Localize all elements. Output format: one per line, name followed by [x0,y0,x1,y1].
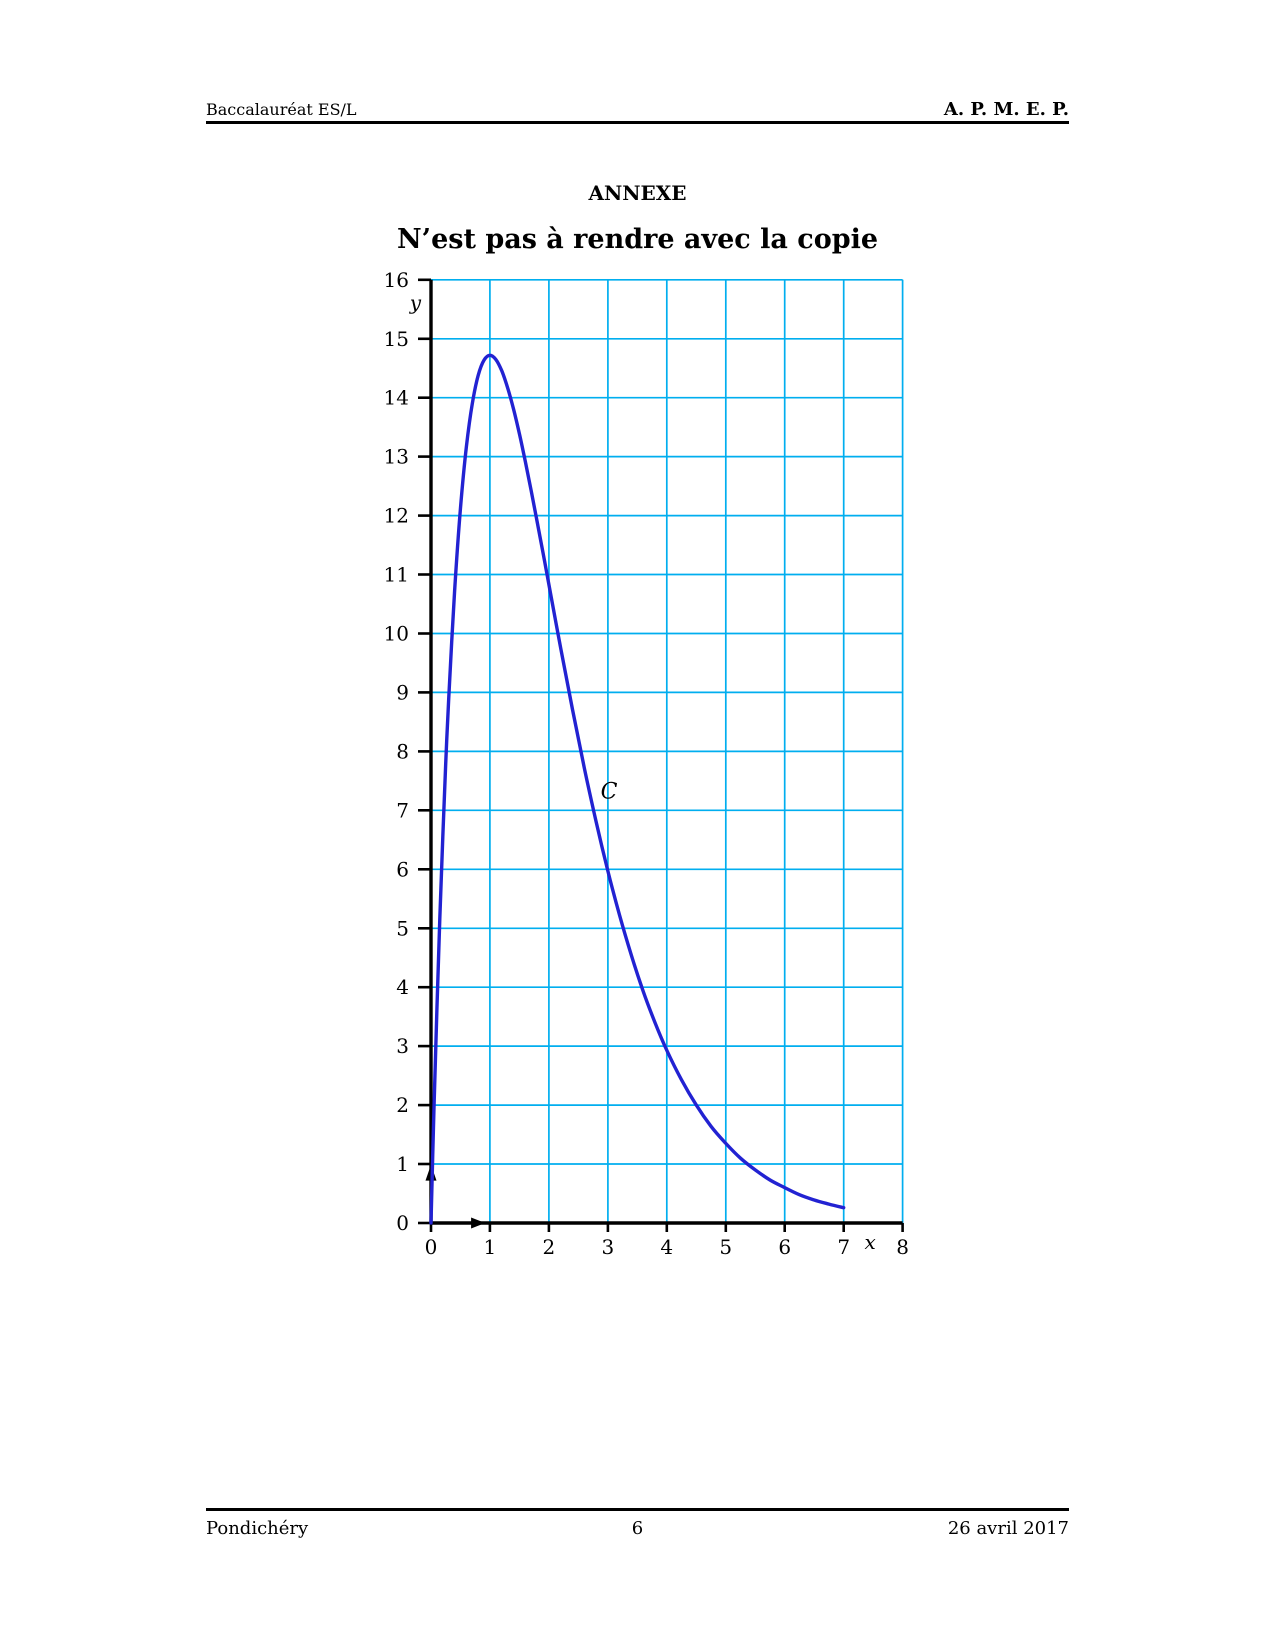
x-tick-label: 0 [425,1235,438,1259]
y-tick-label: 15 [384,327,409,351]
footer-location-text: Pondichéry [206,1518,309,1539]
y-tick-label: 12 [384,504,409,528]
x-tick-label: 3 [602,1235,615,1259]
y-tick-label: 0 [396,1211,409,1235]
x-tick-label: 5 [719,1235,732,1259]
header-left-text: Baccalauréat ES/L [206,100,357,119]
y-tick-label: 16 [384,268,409,292]
y-tick-label: 14 [384,386,409,410]
x-tick-label: 2 [543,1235,556,1259]
y-axis-letter: y [409,290,422,314]
y-tick-label: 7 [396,798,409,822]
y-tick-label: 6 [396,857,409,881]
page-subtitle: N’est pas à rendre avec la copie [396,224,879,255]
x-axis-letter: x [865,1230,876,1254]
y-tick-label: 8 [396,739,409,763]
x-tick-label: 1 [484,1235,497,1259]
y-tick-label: 9 [396,680,409,704]
y-tick-label: 1 [396,1152,409,1176]
footer-page-number: 6 [631,1518,644,1539]
x-tick-label: 6 [778,1235,791,1259]
header-rule [206,121,1069,124]
header-right-text: A. P. M. E. P. [943,99,1069,120]
x-unit-arrowhead-icon [471,1217,486,1229]
y-tick-label: 13 [384,445,409,469]
y-tick-label: 5 [396,916,409,940]
y-tick-label: 2 [396,1093,409,1117]
x-tick-label: 4 [660,1235,673,1259]
y-tick-label: 3 [396,1034,409,1058]
page-footer: Pondichéry 6 26 avril 2017 [206,1518,1069,1539]
footer-rule [206,1508,1069,1511]
y-tick-label: 11 [384,563,409,587]
curve-path [429,353,846,1225]
x-tick-label: 8 [896,1235,909,1259]
y-tick-label: 10 [384,622,409,646]
page-header: Baccalauréat ES/L A. P. M. E. P. [206,99,1069,120]
function-chart-figure: 0 1 2 3 4 5 6 7 8 0 1 2 3 4 5 6 7 8 9 10 11 12 13 14 15 16 y x C [350,245,950,1275]
footer-date-text: 26 avril 2017 [947,1518,1070,1539]
curve-label-script-C: C [601,780,618,805]
x-tick-label: 7 [837,1235,850,1259]
y-tick-label: 4 [396,975,409,999]
page-title: ANNEXE [588,181,687,205]
